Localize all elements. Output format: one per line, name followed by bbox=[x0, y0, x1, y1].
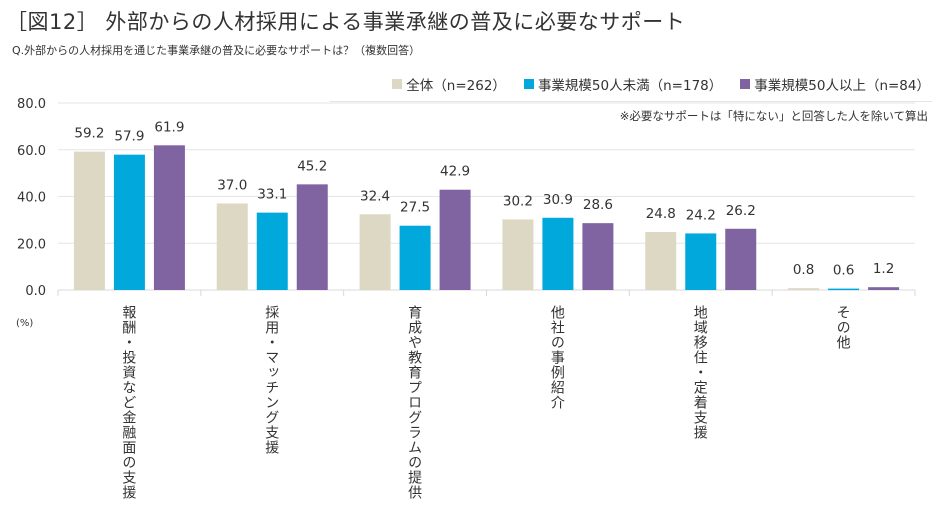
data-label: 32.4 bbox=[360, 188, 390, 204]
bar bbox=[828, 288, 860, 291]
bar bbox=[296, 184, 328, 290]
y-tick-label: 20.0 bbox=[17, 237, 46, 252]
bar bbox=[788, 288, 820, 290]
data-label: 61.9 bbox=[154, 119, 184, 135]
bar bbox=[582, 223, 614, 290]
data-label: 59.2 bbox=[74, 126, 104, 142]
data-label: 42.9 bbox=[440, 164, 470, 180]
bar bbox=[542, 217, 574, 290]
bar bbox=[439, 189, 471, 290]
legend-swatch-all bbox=[392, 79, 403, 89]
data-label: 27.5 bbox=[400, 200, 430, 216]
legend-swatch-over50 bbox=[740, 79, 751, 89]
data-label: 24.2 bbox=[686, 207, 716, 223]
data-label: 45.2 bbox=[297, 158, 327, 174]
x-category-label: 報酬・投資など金融面の支援 bbox=[120, 305, 137, 500]
data-label: 24.8 bbox=[646, 206, 676, 222]
y-tick-label: 60.0 bbox=[17, 144, 46, 159]
footnote: ※必要なサポートは「特にない」と回答した人を除いて算出 bbox=[619, 109, 928, 123]
x-category-label: その他 bbox=[834, 305, 851, 350]
bar bbox=[502, 219, 534, 290]
bar bbox=[725, 228, 757, 290]
bar bbox=[359, 214, 391, 290]
bar bbox=[73, 151, 105, 290]
bar bbox=[399, 225, 431, 290]
data-label: 30.2 bbox=[503, 193, 533, 209]
bar bbox=[256, 212, 288, 290]
data-label: 57.9 bbox=[114, 129, 144, 145]
legend-swatch-under50 bbox=[523, 79, 534, 89]
bar bbox=[645, 232, 677, 290]
legend-label-all: 全体（n=262） bbox=[406, 78, 506, 94]
chart-title: ［図12］ 外部からの人材採用による事業承継の普及に必要なサポート bbox=[6, 10, 686, 34]
legend-divider bbox=[330, 101, 932, 102]
y-tick-label: 40.0 bbox=[17, 191, 46, 206]
x-category-label: 他社の事例紹介 bbox=[548, 305, 565, 410]
y-tick-label: 80.0 bbox=[17, 97, 46, 112]
bar bbox=[868, 287, 900, 290]
x-category-label: 地域移住・定着支援 bbox=[691, 305, 708, 440]
bar bbox=[685, 233, 717, 290]
legend-item-under50: 事業規模50人未満（n=178） bbox=[523, 74, 723, 94]
data-label: 30.9 bbox=[543, 192, 573, 208]
data-label: 28.6 bbox=[583, 197, 613, 213]
data-label: 0.6 bbox=[833, 263, 854, 279]
legend-item-over50: 事業規模50人以上（n=84） bbox=[740, 74, 930, 94]
data-label: 37.0 bbox=[217, 178, 247, 194]
y-axis-unit: (%) bbox=[16, 318, 34, 329]
legend-label-over50: 事業規模50人以上（n=84） bbox=[754, 78, 930, 94]
bar bbox=[216, 203, 248, 290]
bar bbox=[113, 154, 145, 290]
data-label: 0.8 bbox=[793, 262, 814, 278]
question-subtitle: Q.外部からの人材採用を通じた事業承継の普及に必要なサポートは？（複数回答） bbox=[12, 44, 421, 57]
legend: 全体（n=262） 事業規模50人未満（n=178） 事業規模50人以上（n=8… bbox=[392, 74, 930, 94]
bar bbox=[153, 145, 185, 290]
y-tick-label: 0.0 bbox=[25, 284, 46, 299]
data-label: 26.2 bbox=[726, 203, 756, 219]
legend-item-all: 全体（n=262） bbox=[392, 74, 506, 94]
data-label: 33.1 bbox=[257, 187, 287, 203]
data-label: 1.2 bbox=[873, 261, 894, 277]
x-category-label: 育成や教育プログラムの提供 bbox=[406, 305, 423, 500]
legend-label-under50: 事業規模50人未満（n=178） bbox=[537, 78, 723, 94]
x-category-label: 採用・マッチング支援 bbox=[263, 305, 280, 455]
